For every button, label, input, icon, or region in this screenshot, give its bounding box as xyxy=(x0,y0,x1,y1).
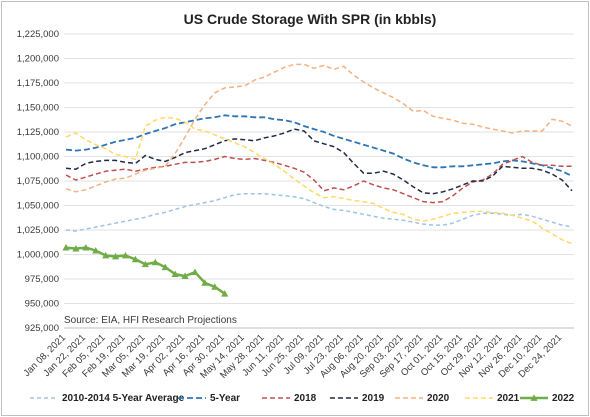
y-tick-label: 1,175,000 xyxy=(17,78,59,89)
data-point xyxy=(151,258,159,266)
y-tick-label: 1,150,000 xyxy=(17,103,59,114)
legend-label: 5-Year xyxy=(210,393,240,404)
gridlines xyxy=(64,33,574,329)
y-tick-label: 1,100,000 xyxy=(17,152,59,163)
y-tick-label: 950,000 xyxy=(25,299,59,310)
legend-label: 2022 xyxy=(552,393,575,404)
data-point xyxy=(181,272,189,279)
data-point xyxy=(171,270,179,277)
data-point xyxy=(131,255,140,263)
data-point xyxy=(102,251,110,259)
y-tick-label: 925,000 xyxy=(25,323,59,334)
data-point xyxy=(62,244,70,251)
data-point xyxy=(112,252,120,260)
series-line xyxy=(65,63,573,193)
y-tick-label: 1,075,000 xyxy=(17,176,59,187)
y-tick-label: 1,125,000 xyxy=(17,127,59,138)
data-point xyxy=(82,244,90,251)
legend-label: 2021 xyxy=(497,393,520,404)
data-point xyxy=(201,279,209,286)
series-line xyxy=(65,192,573,232)
legend: 2010-2014 5-Year Average 5-Year 2018 2019 20… xyxy=(30,393,575,404)
legend-label: 2019 xyxy=(362,393,385,404)
plot-area xyxy=(62,63,573,297)
data-point xyxy=(141,260,149,268)
source-annotation: Source: EIA, HFI Research Projections xyxy=(64,315,237,326)
data-point xyxy=(92,246,100,254)
y-tick-label: 1,025,000 xyxy=(17,225,59,236)
series-line xyxy=(65,155,572,204)
legend-label: 2020 xyxy=(427,393,450,404)
y-tick-label: 975,000 xyxy=(25,274,59,285)
y-tick-label: 1,050,000 xyxy=(17,201,59,212)
y-tick-label: 1,225,000 xyxy=(17,29,59,40)
data-point xyxy=(211,283,219,290)
data-point xyxy=(191,268,199,276)
y-axis: 925,000 950,000 975,000 1,000,000 1,025,000 1… xyxy=(17,29,59,334)
legend-label: 2018 xyxy=(294,393,317,404)
data-point xyxy=(161,263,169,271)
chart-title: US Crude Storage With SPR (in kbbls) xyxy=(184,11,437,27)
data-point xyxy=(72,245,80,252)
series-line xyxy=(65,128,573,195)
y-tick-label: 1,200,000 xyxy=(17,54,59,65)
series-line xyxy=(65,116,573,245)
legend-marker xyxy=(530,394,538,401)
data-point xyxy=(221,290,229,297)
series-line xyxy=(65,114,573,177)
legend-label: 2010-2014 5-Year Average xyxy=(62,393,185,404)
data-point xyxy=(121,251,130,259)
y-tick-label: 1,000,000 xyxy=(17,250,59,261)
